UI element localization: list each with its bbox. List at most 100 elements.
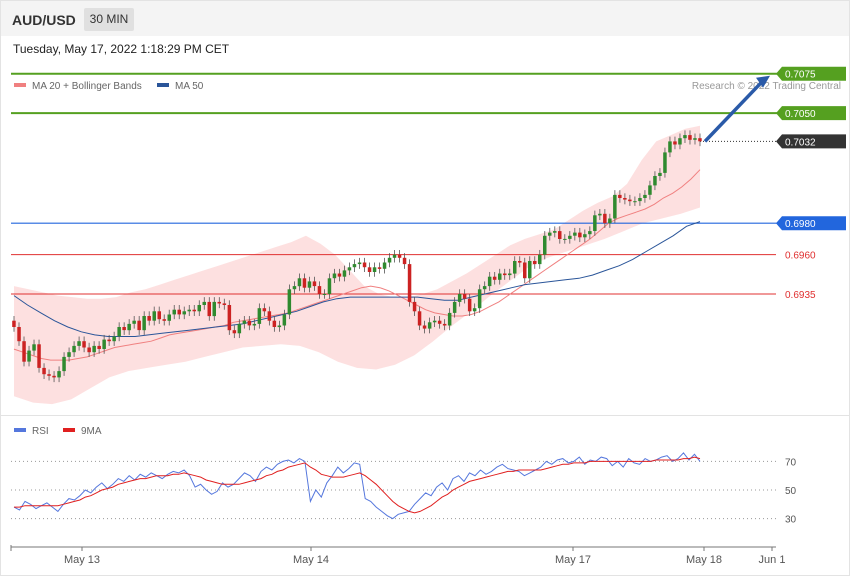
pane-separator: [1, 415, 849, 416]
candle-body: [282, 314, 287, 326]
candle-body: [52, 375, 56, 378]
candle-body: [492, 276, 497, 280]
candle-body: [392, 254, 397, 258]
candle-body: [457, 294, 462, 302]
candle-body: [603, 213, 607, 224]
candle-body: [62, 356, 66, 372]
candle-body: [147, 316, 151, 321]
candle-body: [487, 276, 492, 287]
candle-body: [633, 201, 637, 203]
candle-body: [172, 309, 176, 315]
candle-body: [257, 308, 262, 324]
candle-body: [698, 138, 702, 142]
candle-body: [658, 172, 662, 176]
candle-body: [427, 322, 432, 329]
candle-body: [107, 339, 111, 342]
level-label-0.7050: 0.7050: [785, 109, 816, 120]
candle-body: [317, 286, 322, 294]
candle-body: [327, 278, 332, 294]
candle-body: [523, 262, 527, 279]
candle-body: [77, 341, 81, 346]
candle-body: [87, 347, 91, 353]
candle-body: [32, 344, 36, 351]
candle-body: [533, 261, 537, 265]
candle-body: [92, 345, 96, 353]
candle-body: [417, 311, 422, 326]
x-tick-Jun-1: Jun 1: [759, 554, 786, 566]
candle-body: [292, 286, 297, 290]
candle-body: [27, 350, 31, 362]
candle-body: [508, 273, 512, 276]
legend-ma20: MA 20 + Bollinger Bands: [14, 81, 142, 92]
candle-body: [467, 298, 472, 312]
symbol-label: AUD/USD: [12, 12, 76, 28]
level-label-0.6960: 0.6960: [785, 251, 816, 262]
legend-ma9-label: 9MA: [81, 426, 102, 437]
candle-body: [588, 231, 592, 235]
candle-body: [372, 267, 377, 272]
candle-body: [267, 311, 272, 321]
candle-body: [122, 327, 126, 331]
ma9-swatch-icon: [63, 428, 75, 433]
candle-body: [407, 264, 412, 302]
candle-body: [67, 352, 71, 357]
candle-body: [623, 198, 627, 200]
candle-body: [167, 314, 171, 321]
candle-body: [37, 344, 41, 368]
candle-body: [342, 270, 347, 277]
legend-ma50: MA 50: [157, 81, 203, 92]
candle-body: [182, 311, 186, 315]
candle-body: [472, 308, 477, 312]
rsi-ma9-line: [14, 456, 701, 514]
candle-body: [142, 316, 146, 331]
candle-body: [322, 294, 327, 295]
candle-body: [247, 320, 252, 326]
candle-body: [628, 199, 632, 202]
candle-body: [608, 218, 612, 224]
candle-body: [132, 320, 136, 324]
candle-body: [227, 305, 232, 331]
candle-body: [337, 273, 342, 277]
candle-body: [157, 311, 161, 320]
candle-body: [112, 336, 116, 342]
level-tag-0.7032: [776, 134, 846, 149]
candle-body: [402, 257, 407, 265]
candle-body: [252, 323, 257, 326]
candle-body: [663, 152, 667, 173]
candle-body: [668, 141, 672, 153]
candle-body: [97, 345, 101, 349]
candle-body: [272, 320, 277, 327]
level-tag-0.7075: [776, 66, 846, 81]
forecast-arrowhead: [756, 75, 770, 88]
candle-body: [127, 323, 131, 331]
candle-body: [593, 215, 597, 231]
candle-body: [452, 301, 457, 313]
bollinger-band: [14, 125, 700, 405]
candle-body: [297, 278, 302, 287]
legend-ma50-label: MA 50: [175, 81, 204, 92]
level-tag-0.7050: [776, 106, 846, 121]
candle-body: [538, 254, 542, 265]
candle-body: [412, 301, 417, 312]
candle-body: [498, 273, 502, 280]
level-label-0.7032: 0.7032: [785, 137, 816, 148]
level-label-0.6980: 0.6980: [785, 219, 816, 230]
toolbar: AUD/USD 30 MIN: [1, 1, 849, 36]
candle-body: [503, 273, 507, 276]
candle-body: [367, 267, 372, 272]
candle-body: [202, 301, 206, 305]
ma50-swatch-icon: [157, 83, 169, 88]
candle-body: [212, 301, 216, 317]
candle-body: [352, 264, 357, 268]
ma20-line: [13, 169, 701, 361]
candle-body: [447, 312, 452, 326]
candle-body: [197, 305, 201, 312]
candle-body: [117, 327, 121, 337]
legend-ma20-label: MA 20 + Bollinger Bands: [32, 81, 142, 92]
candle-body: [47, 374, 51, 376]
candle-body: [397, 254, 402, 258]
rsi-swatch-icon: [14, 428, 26, 433]
candle-body: [613, 194, 617, 219]
timeframe-button[interactable]: 30 MIN: [84, 8, 134, 31]
